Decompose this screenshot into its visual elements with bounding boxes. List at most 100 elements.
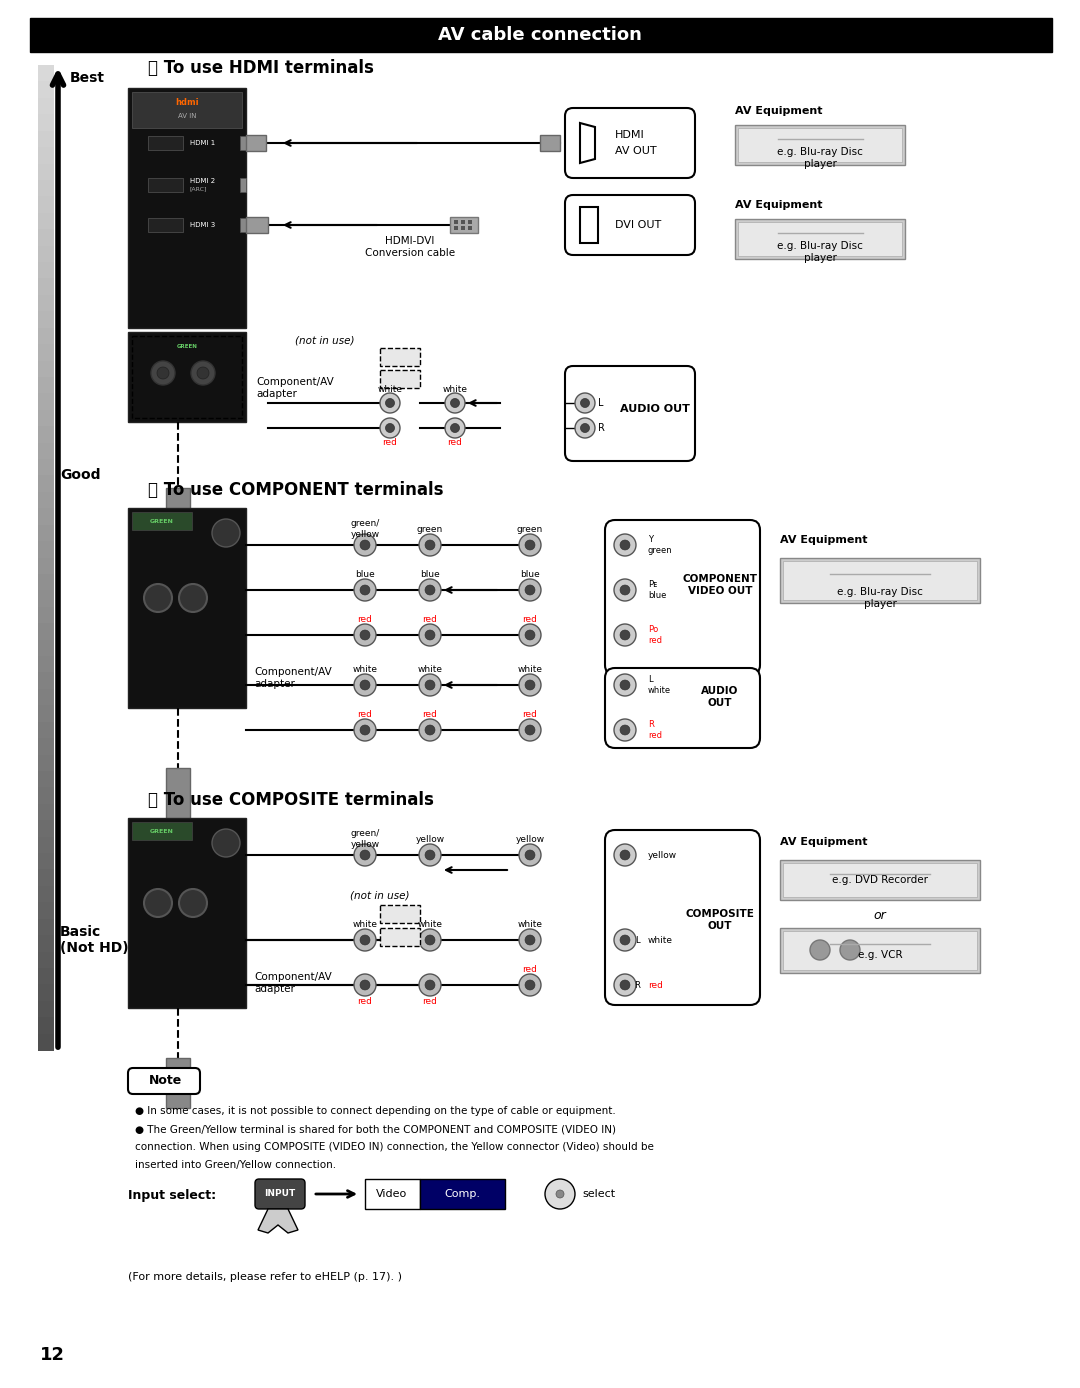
Circle shape: [810, 940, 831, 960]
Circle shape: [519, 719, 541, 741]
Bar: [38, 657, 54, 673]
Circle shape: [191, 361, 215, 384]
Bar: [38, 491, 54, 509]
Text: Component/AV
adapter: Component/AV adapter: [254, 668, 332, 688]
Bar: [166, 489, 190, 548]
Text: AV Equipment: AV Equipment: [780, 534, 867, 545]
Text: L: L: [598, 398, 604, 408]
Text: white: white: [378, 384, 403, 394]
Circle shape: [519, 844, 541, 866]
Text: or: or: [874, 909, 887, 922]
Text: (not in use): (not in use): [350, 890, 409, 899]
Polygon shape: [580, 124, 595, 162]
Bar: [780, 861, 980, 899]
Bar: [129, 332, 246, 422]
Circle shape: [525, 849, 535, 861]
Text: red: red: [357, 709, 373, 719]
FancyBboxPatch shape: [565, 194, 696, 255]
Bar: [38, 902, 54, 920]
Bar: [38, 1017, 54, 1034]
Text: e.g. Blu-ray Disc
player: e.g. Blu-ray Disc player: [778, 147, 863, 169]
Text: R
red: R red: [648, 720, 662, 740]
Bar: [38, 936, 54, 952]
Bar: [38, 869, 54, 887]
Circle shape: [157, 366, 168, 379]
Text: Component/AV
adapter: Component/AV adapter: [254, 972, 332, 994]
Circle shape: [426, 586, 435, 595]
Text: e.g. Blu-ray Disc
player: e.g. Blu-ray Disc player: [837, 587, 923, 609]
Bar: [38, 738, 54, 755]
Bar: [38, 164, 54, 180]
Text: R: R: [598, 423, 605, 433]
Circle shape: [615, 974, 636, 997]
Circle shape: [419, 929, 441, 951]
Circle shape: [386, 423, 394, 433]
Bar: [38, 344, 54, 361]
Text: white: white: [352, 665, 378, 673]
Bar: [38, 114, 54, 132]
Bar: [38, 262, 54, 279]
Circle shape: [360, 630, 370, 640]
Circle shape: [575, 393, 595, 414]
Text: white: white: [517, 665, 542, 673]
Bar: [38, 607, 54, 625]
Bar: [38, 919, 54, 936]
Text: COMPONENT
VIDEO OUT: COMPONENT VIDEO OUT: [683, 575, 757, 595]
Text: AUDIO
OUT: AUDIO OUT: [701, 686, 739, 708]
Text: HDMI 3: HDMI 3: [190, 222, 215, 228]
Text: red: red: [523, 615, 538, 623]
Circle shape: [545, 1178, 575, 1209]
Circle shape: [360, 980, 370, 990]
Text: green: green: [517, 525, 543, 533]
Bar: [38, 311, 54, 329]
Text: Component/AV
adapter: Component/AV adapter: [256, 378, 334, 398]
Bar: [38, 246, 54, 262]
Bar: [38, 393, 54, 411]
Bar: [132, 822, 192, 840]
FancyBboxPatch shape: [565, 108, 696, 178]
Circle shape: [519, 534, 541, 557]
Text: AUDIO OUT: AUDIO OUT: [620, 404, 690, 414]
Circle shape: [419, 579, 441, 601]
Circle shape: [426, 630, 435, 640]
Bar: [38, 82, 54, 99]
Text: red: red: [648, 980, 663, 990]
Text: INPUT: INPUT: [265, 1190, 296, 1198]
Bar: [461, 226, 465, 230]
Circle shape: [354, 844, 376, 866]
Bar: [540, 135, 561, 151]
Circle shape: [386, 398, 394, 408]
Bar: [38, 196, 54, 214]
Bar: [148, 178, 183, 192]
Bar: [38, 1001, 54, 1019]
Circle shape: [519, 974, 541, 997]
Circle shape: [525, 936, 535, 945]
Circle shape: [419, 719, 441, 741]
Bar: [38, 65, 54, 82]
Bar: [38, 640, 54, 657]
Circle shape: [360, 586, 370, 595]
Bar: [38, 837, 54, 854]
Circle shape: [840, 940, 860, 960]
Text: red: red: [523, 709, 538, 719]
Text: Video: Video: [376, 1190, 407, 1199]
Bar: [38, 279, 54, 296]
Circle shape: [179, 584, 207, 612]
Text: e.g. DVD Recorder: e.g. DVD Recorder: [832, 874, 928, 886]
Circle shape: [615, 534, 636, 557]
Text: red: red: [422, 709, 437, 719]
Circle shape: [615, 625, 636, 645]
Bar: [166, 1058, 190, 1108]
Text: e.g. Blu-ray Disc
player: e.g. Blu-ray Disc player: [778, 242, 863, 262]
Text: green: green: [417, 525, 443, 533]
Circle shape: [360, 540, 370, 550]
Bar: [38, 573, 54, 591]
FancyBboxPatch shape: [605, 520, 760, 675]
Bar: [580, 207, 598, 243]
Text: GREEN: GREEN: [176, 343, 198, 348]
Circle shape: [426, 980, 435, 990]
Bar: [132, 512, 192, 530]
Bar: [38, 967, 54, 985]
Circle shape: [620, 540, 630, 550]
Text: white: white: [418, 665, 443, 673]
